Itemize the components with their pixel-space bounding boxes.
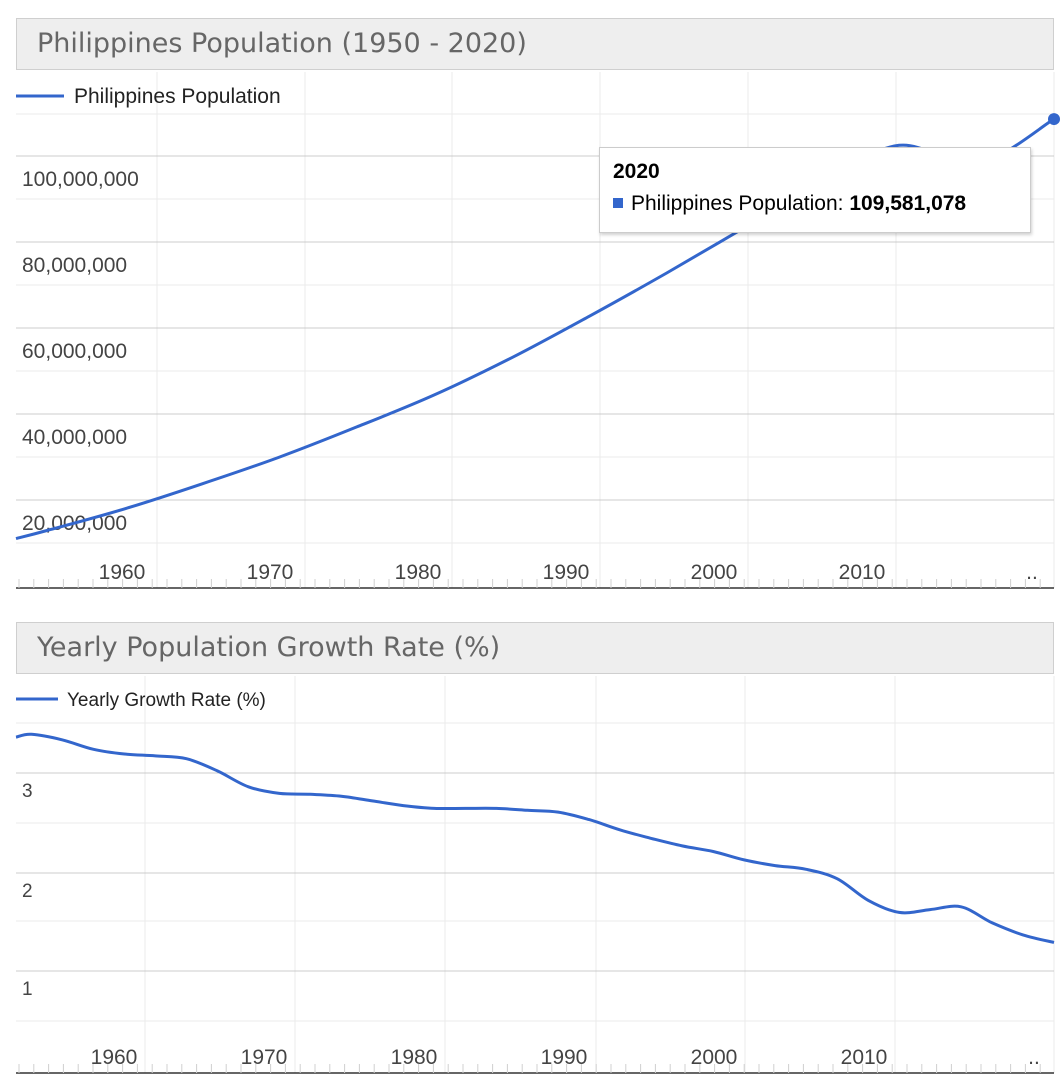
x-tick-label: 1990 xyxy=(543,561,590,584)
growth-chart-title: Yearly Population Growth Rate (%) xyxy=(16,622,1054,674)
x-tick-label: 2000 xyxy=(691,1046,738,1069)
x-tick-label: 1970 xyxy=(241,1046,288,1069)
x-tick-label: 1970 xyxy=(247,561,294,584)
tooltip-row: Philippines Population: 109,581,078 xyxy=(613,192,966,216)
x-tick-label: 1980 xyxy=(391,1046,438,1069)
y-tick-label: 60,000,000 xyxy=(22,340,127,363)
y-tick-label: 100,000,000 xyxy=(22,168,139,191)
population-tooltip: 2020 Philippines Population: 109,581,078 xyxy=(599,147,1031,233)
x-tick-label: 1990 xyxy=(541,1046,588,1069)
legend-label: Yearly Growth Rate (%) xyxy=(67,690,266,711)
x-tick-label: 2010 xyxy=(839,561,886,584)
tooltip-swatch xyxy=(613,198,623,208)
x-tick-label: 1980 xyxy=(395,561,442,584)
y-tick-label: 80,000,000 xyxy=(22,254,127,277)
y-tick-label: 2 xyxy=(22,881,33,902)
population-chart-title: Philippines Population (1950 - 2020) xyxy=(16,18,1054,70)
x-tick-label: .. xyxy=(1028,1046,1040,1069)
series-line xyxy=(15,732,1055,944)
x-tick-label: 2010 xyxy=(841,1046,888,1069)
x-tick-label: 1960 xyxy=(99,561,146,584)
x-tick-label: 2000 xyxy=(691,561,738,584)
y-tick-label: 1 xyxy=(22,979,33,1000)
x-tick-label: 1960 xyxy=(91,1046,138,1069)
y-tick-label: 3 xyxy=(22,781,33,802)
tooltip-value: 109,581,078 xyxy=(849,192,967,215)
data-point-highlight xyxy=(1048,113,1060,126)
legend-label: Philippines Population xyxy=(74,85,281,108)
x-tick-label: .. xyxy=(1026,561,1038,584)
y-tick-label: 40,000,000 xyxy=(22,426,127,449)
tooltip-label: Philippines Population: xyxy=(631,192,844,215)
tooltip-year: 2020 xyxy=(613,160,660,183)
